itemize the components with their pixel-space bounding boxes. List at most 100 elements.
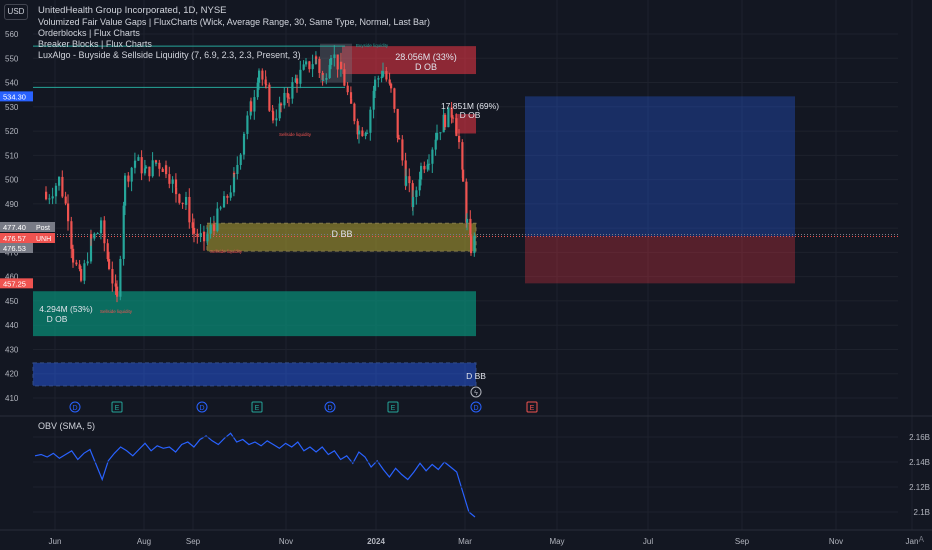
time-tick-label: May: [549, 537, 564, 546]
event-marker-5[interactable]: E: [387, 401, 399, 413]
price-axis[interactable]: 4104204304404504604704804905005105205305…: [0, 30, 55, 403]
candle-body: [462, 169, 465, 182]
candle-body: [72, 248, 75, 263]
marker-shape: [526, 401, 538, 413]
candle-body: [114, 283, 117, 287]
auto-scale-button[interactable]: A: [918, 535, 924, 544]
candle-body: [122, 205, 125, 259]
candle-body: [216, 208, 219, 231]
candle-body: [418, 179, 421, 191]
candle-body: [280, 103, 283, 106]
marker-letter: D: [72, 405, 77, 412]
candle-body: [428, 163, 431, 165]
candle-body: [346, 85, 349, 93]
candle-body: [70, 221, 73, 249]
price-tick-label: 510: [5, 151, 19, 160]
price-tag-value: 476.57: [3, 234, 26, 243]
candle-body: [161, 168, 164, 172]
price-tick-label: 560: [5, 30, 19, 39]
price-tag-label: UNH: [36, 236, 51, 243]
candle-body: [219, 207, 222, 209]
candle-body: [412, 196, 415, 208]
currency-button[interactable]: USD: [4, 4, 28, 20]
price-tag: 457.25: [0, 278, 33, 289]
candle-body: [405, 176, 408, 186]
candle-body: [223, 196, 226, 204]
candle-body: [364, 133, 367, 137]
marker-shape: [69, 401, 81, 413]
candle-body: [236, 164, 239, 174]
indicator-liquidity[interactable]: LuxAlgo - Buyside & Sellside Liquidity (…: [38, 50, 301, 60]
candle-body: [127, 175, 130, 182]
obv-pane: 2.16B 2.14B 2.12B 2.1B: [0, 415, 932, 518]
candle-body: [229, 192, 232, 198]
time-tick-label: Aug: [137, 537, 151, 546]
event-marker-3[interactable]: E: [251, 401, 263, 413]
obv-line: [34, 432, 476, 518]
candle-body: [154, 160, 158, 163]
marker-letter: D: [327, 405, 332, 412]
event-marker-6[interactable]: D: [470, 401, 482, 413]
indicator-breaker[interactable]: Breaker Blocks | Flux Charts: [38, 39, 152, 49]
event-marker-0[interactable]: D: [69, 401, 81, 413]
candle-body: [168, 174, 171, 184]
event-marker-1[interactable]: E: [111, 401, 123, 413]
event-marker-4[interactable]: D: [324, 401, 336, 413]
candle-body: [188, 196, 191, 223]
time-tick-label: Sep: [186, 537, 201, 546]
candles: [45, 45, 476, 303]
candle-body: [89, 234, 93, 262]
price-tag: 534.30: [0, 91, 33, 102]
price-tick-label: 430: [5, 345, 19, 354]
event-markers[interactable]: D E D E D E D Eϟ: [69, 386, 538, 413]
marker-letter: E: [391, 405, 396, 412]
price-tick-label: 410: [5, 394, 19, 403]
candle-body: [434, 139, 437, 150]
price-tick-label: 450: [5, 297, 19, 306]
price-tag-value: 457.25: [3, 279, 26, 288]
candle-body: [385, 71, 388, 80]
event-marker-7[interactable]: E: [526, 401, 538, 413]
marker-shape: [251, 401, 263, 413]
candle-body: [296, 78, 299, 84]
indicator-orderblocks[interactable]: Orderblocks | Flux Charts: [38, 28, 140, 38]
liquidity-label: Buyside liquidity: [356, 43, 389, 48]
candle-body: [350, 98, 353, 104]
price-tag-value: 476.53: [3, 244, 26, 253]
liquidity-label: Sellside liquidity: [279, 132, 312, 137]
candle-body: [193, 227, 196, 234]
candle-body: [450, 107, 453, 118]
candle-body: [196, 233, 199, 237]
candle-body: [423, 165, 426, 170]
candle-body: [268, 84, 271, 111]
candle-body: [175, 187, 178, 195]
event-marker-2[interactable]: D: [196, 401, 208, 413]
candle-body: [242, 135, 246, 155]
candle-body: [372, 90, 375, 110]
marker-shape: [470, 401, 482, 413]
obv-title: OBV (SMA, 5): [38, 421, 96, 431]
time-tick-label: Jun: [49, 537, 62, 546]
candle-body: [382, 71, 385, 77]
candle-body: [67, 203, 70, 222]
candle-body: [333, 54, 336, 58]
marker-shape: [196, 401, 208, 413]
candle-body: [466, 218, 469, 223]
marker-letter: E: [255, 405, 260, 412]
candle-body: [291, 82, 294, 99]
candle-body: [48, 198, 51, 200]
time-axis[interactable]: Jun Aug Sep Nov 2024 Mar May Jul Sep Nov Jan: [0, 529, 932, 546]
marker-shape: [111, 401, 123, 413]
candle-body: [302, 64, 305, 70]
time-tick-label: Nov: [829, 537, 843, 546]
candle-body: [191, 222, 194, 228]
candle-body: [58, 176, 61, 186]
candle-body: [401, 139, 404, 161]
zone-label: 4.294M (53%): [39, 304, 93, 314]
price-tag-label-bg: [33, 222, 55, 232]
zones: [32, 43, 898, 387]
indicator-fvg[interactable]: Volumized Fair Value Gaps | FluxCharts (…: [38, 17, 431, 27]
candle-body: [174, 179, 178, 188]
